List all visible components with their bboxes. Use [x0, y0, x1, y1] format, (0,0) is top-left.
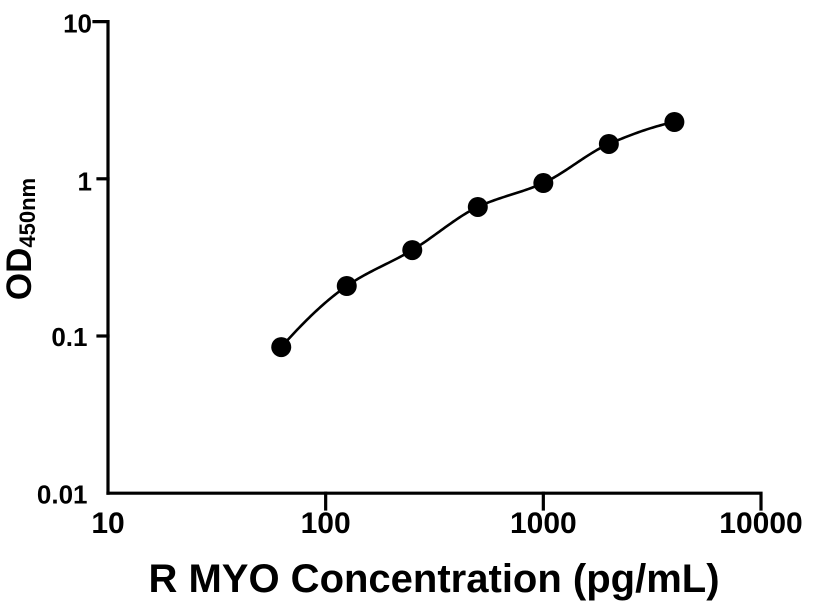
svg-text:10: 10: [91, 507, 124, 540]
svg-text:0.01: 0.01: [37, 480, 88, 510]
svg-text:R MYO Concentration (pg/mL): R MYO Concentration (pg/mL): [148, 557, 719, 601]
svg-text:10: 10: [63, 9, 92, 39]
svg-text:0.1: 0.1: [51, 322, 87, 352]
svg-text:10000: 10000: [719, 507, 802, 540]
svg-text:100: 100: [301, 507, 351, 540]
svg-text:1000: 1000: [510, 507, 577, 540]
svg-text:1: 1: [78, 167, 92, 197]
